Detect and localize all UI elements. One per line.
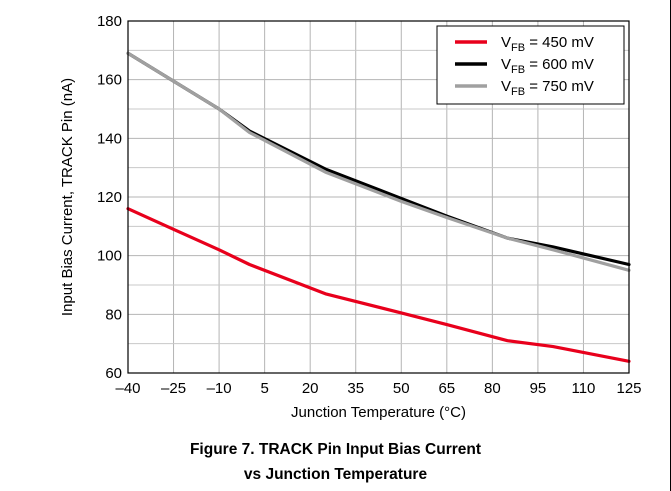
x-tick-label: 20 <box>302 380 319 397</box>
x-tick-label: –40 <box>115 380 140 397</box>
x-tick-label: 80 <box>484 380 501 397</box>
y-tick-label: 100 <box>97 248 122 265</box>
x-tick-label: –25 <box>161 380 186 397</box>
x-tick-label: 95 <box>530 380 547 397</box>
y-tick-label: 120 <box>97 189 122 206</box>
x-tick-label: 125 <box>616 380 641 397</box>
series-line-3 <box>126 51 631 272</box>
series-line-1 <box>126 207 631 363</box>
y-tick-label: 160 <box>97 72 122 89</box>
x-tick-label: 65 <box>438 380 455 397</box>
x-tick-label: 50 <box>393 380 410 397</box>
x-tick-label: 5 <box>260 380 268 397</box>
plot-border <box>127 20 630 374</box>
x-tick-label: 110 <box>571 380 595 397</box>
legend-label-3: VFB = 750 mV <box>501 78 594 98</box>
x-tick-label: 35 <box>347 380 364 397</box>
chart: 60 80 100 120 140 160 180 –40 –25 –10 5 20 35 50 65 80 9… <box>59 13 642 421</box>
y-tick-label: 60 <box>105 365 122 382</box>
x-tick-label: –10 <box>207 380 232 397</box>
y-tick-label: 80 <box>105 306 122 323</box>
figure-caption-line2: vs Junction Temperature <box>243 466 428 483</box>
y-axis-label: Input Bias Current, TRACK Pin (nA) <box>59 78 76 316</box>
figure-caption-line1: Figure 7. TRACK Pin Input Bias Current <box>189 441 482 458</box>
y-tick-label: 180 <box>97 13 122 30</box>
legend-label-1: VFB = 450 mV <box>501 34 594 54</box>
x-axis-label: Junction Temperature (°C) <box>291 404 466 421</box>
legend-label-2: VFB = 600 mV <box>501 56 594 76</box>
y-tick-label: 140 <box>97 130 122 147</box>
